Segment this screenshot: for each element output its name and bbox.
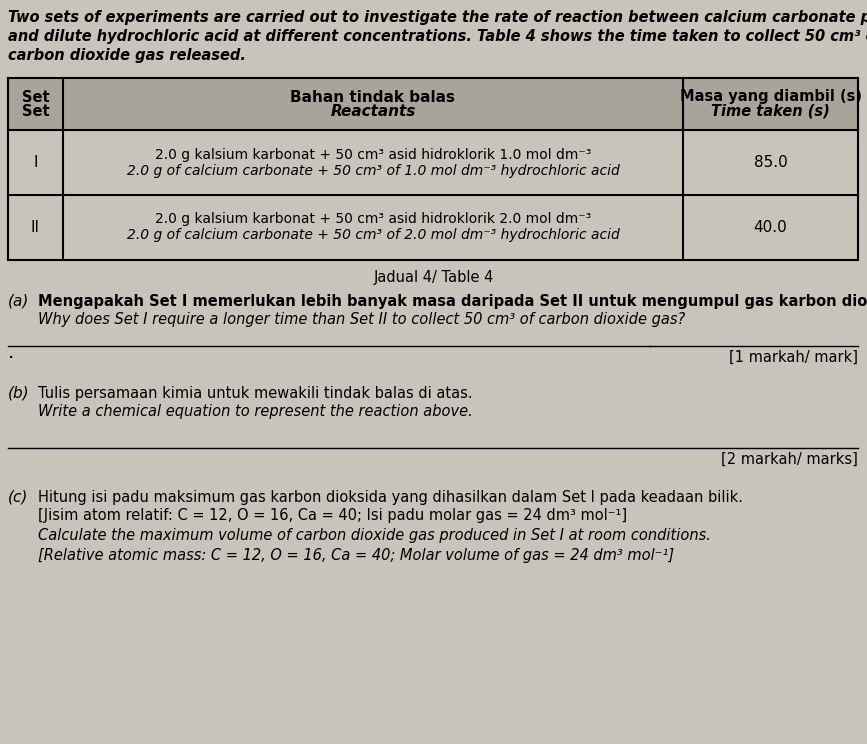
Text: (c): (c) bbox=[8, 490, 29, 505]
Text: carbon dioxide gas released.: carbon dioxide gas released. bbox=[8, 48, 246, 63]
Text: [Jisim atom relatif: C = 12, O = 16, Ca = 40; Isi padu molar gas = 24 dm³ mol⁻¹]: [Jisim atom relatif: C = 12, O = 16, Ca … bbox=[38, 508, 627, 523]
Text: (a): (a) bbox=[8, 294, 29, 309]
Text: and dilute hydrochloric acid at different concentrations. Table 4 shows the time: and dilute hydrochloric acid at differen… bbox=[8, 29, 867, 44]
Text: Hitung isi padu maksimum gas karbon dioksida yang dihasilkan dalam Set I pada ke: Hitung isi padu maksimum gas karbon diok… bbox=[38, 490, 743, 505]
Text: 2.0 g kalsium karbonat + 50 cm³ asid hidroklorik 1.0 mol dm⁻³: 2.0 g kalsium karbonat + 50 cm³ asid hid… bbox=[155, 147, 591, 161]
Text: 2.0 g of calcium carbonate + 50 cm³ of 2.0 mol dm⁻³ hydrochloric acid: 2.0 g of calcium carbonate + 50 cm³ of 2… bbox=[127, 228, 619, 243]
Text: Reactants: Reactants bbox=[330, 103, 415, 118]
Text: Mengapakah Set I memerlukan lebih banyak masa daripada Set II untuk mengumpul ga: Mengapakah Set I memerlukan lebih banyak… bbox=[38, 294, 867, 309]
Text: 85.0: 85.0 bbox=[753, 155, 787, 170]
Text: Two sets of experiments are carried out to investigate the rate of reaction betw: Two sets of experiments are carried out … bbox=[8, 10, 867, 25]
Text: (b): (b) bbox=[8, 386, 29, 401]
Bar bbox=[8, 78, 858, 130]
Text: [Relative atomic mass: C = 12, O = 16, Ca = 40; Molar volume of gas = 24 dm³ mol: [Relative atomic mass: C = 12, O = 16, C… bbox=[38, 548, 675, 563]
Text: I: I bbox=[33, 155, 38, 170]
Text: 2.0 g kalsium karbonat + 50 cm³ asid hidroklorik 2.0 mol dm⁻³: 2.0 g kalsium karbonat + 50 cm³ asid hid… bbox=[155, 213, 591, 226]
Text: Jadual 4/ Table 4: Jadual 4/ Table 4 bbox=[374, 270, 493, 285]
Text: Masa yang diambil (s): Masa yang diambil (s) bbox=[680, 89, 862, 104]
Text: .: . bbox=[8, 343, 14, 362]
Text: Time taken (s): Time taken (s) bbox=[711, 103, 830, 118]
Text: [1 markah/ mark]: [1 markah/ mark] bbox=[729, 350, 858, 365]
Text: II: II bbox=[31, 220, 40, 235]
Text: Set: Set bbox=[22, 89, 49, 104]
Text: Set: Set bbox=[22, 103, 49, 118]
Text: Why does Set I require a longer time than Set II to collect 50 cm³ of carbon dio: Why does Set I require a longer time tha… bbox=[38, 312, 685, 327]
Text: Bahan tindak balas: Bahan tindak balas bbox=[290, 89, 455, 104]
Text: Calculate the maximum volume of carbon dioxide gas produced in Set I at room con: Calculate the maximum volume of carbon d… bbox=[38, 528, 711, 543]
Text: 2.0 g of calcium carbonate + 50 cm³ of 1.0 mol dm⁻³ hydrochloric acid: 2.0 g of calcium carbonate + 50 cm³ of 1… bbox=[127, 164, 619, 178]
Text: 40.0: 40.0 bbox=[753, 220, 787, 235]
Text: Tulis persamaan kimia untuk mewakili tindak balas di atas.: Tulis persamaan kimia untuk mewakili tin… bbox=[38, 386, 473, 401]
Text: Write a chemical equation to represent the reaction above.: Write a chemical equation to represent t… bbox=[38, 404, 473, 419]
Text: [2 markah/ marks]: [2 markah/ marks] bbox=[721, 452, 858, 467]
